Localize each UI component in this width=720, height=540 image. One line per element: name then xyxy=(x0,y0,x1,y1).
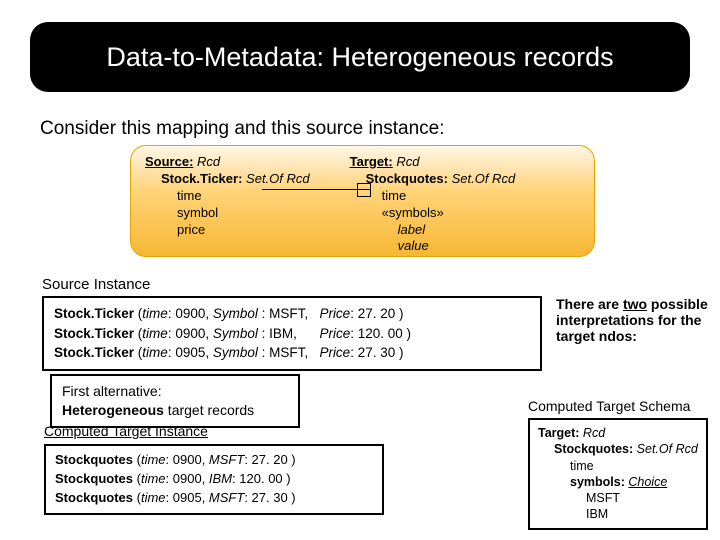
source-field: price xyxy=(145,222,310,239)
mapping-connector xyxy=(262,189,370,190)
source-child-label: Stock.Ticker: xyxy=(161,171,242,186)
ts-l4b: Choice xyxy=(628,475,667,489)
source-instance-row: Stock.Ticker (time: 0900, Symbol : MSFT,… xyxy=(54,304,530,324)
computed-target-schema-heading: Computed Target Schema xyxy=(528,398,690,414)
ts-l5: MSFT xyxy=(538,490,698,506)
target-schema: Target: Rcd Stockquotes: Set.Of Rcd time… xyxy=(350,154,516,255)
target-field-italic: value xyxy=(350,238,516,255)
ts-l3: time xyxy=(538,458,698,474)
source-child-type: Set.Of Rcd xyxy=(246,171,310,186)
target-child-type: Set.Of Rcd xyxy=(452,171,516,186)
ts-l6: IBM xyxy=(538,506,698,522)
target-field: time xyxy=(350,188,516,205)
target-type: Rcd xyxy=(396,154,419,169)
source-instance-row: Stock.Ticker (time: 0900, Symbol : IBM, … xyxy=(54,324,530,344)
target-field-bracket: «symbols» xyxy=(350,205,516,222)
first-alternative-box: First alternative: Heterogeneous target … xyxy=(50,374,300,428)
schema-mapping-box: Source: Rcd Stock.Ticker: Set.Of Rcd tim… xyxy=(130,145,595,257)
interpretation-note: There are two possible interpretations f… xyxy=(556,296,711,344)
first-alt-rest: target records xyxy=(164,402,254,418)
source-field: symbol xyxy=(145,205,310,222)
target-child-label: Stockquotes: xyxy=(366,171,448,186)
target-field-italic: label xyxy=(350,222,516,239)
target-label: Target: xyxy=(350,154,393,169)
first-alt-kw: Heterogeneous xyxy=(62,402,164,418)
source-instance-row: Stock.Ticker (time: 0905, Symbol : MSFT,… xyxy=(54,343,530,363)
target-instance-box: Stockquotes (time: 0900, MSFT: 27. 20 ) … xyxy=(44,444,384,515)
intro-text: Consider this mapping and this source in… xyxy=(40,118,445,140)
first-alt-line1: First alternative: xyxy=(62,382,288,401)
source-label: Source: xyxy=(145,154,193,169)
ts-l1b: Rcd xyxy=(583,426,605,440)
target-instance-row: Stockquotes (time: 0900, MSFT: 27. 20 ) xyxy=(55,451,373,470)
ts-l2b: Set.Of Rcd xyxy=(637,442,698,456)
ts-l2a: Stockquotes: xyxy=(554,442,633,456)
target-instance-row: Stockquotes (time: 0900, IBM: 120. 00 ) xyxy=(55,470,373,489)
source-instance-heading: Source Instance xyxy=(42,276,150,293)
source-field: time xyxy=(145,188,310,205)
target-instance-row: Stockquotes (time: 0905, MSFT: 27. 30 ) xyxy=(55,489,373,508)
source-type: Rcd xyxy=(197,154,220,169)
computed-target-instance-heading: Computed Target Instance xyxy=(44,423,208,439)
source-instance-box: Stock.Ticker (time: 0900, Symbol : MSFT,… xyxy=(42,296,542,371)
ts-l1a: Target: xyxy=(538,426,579,440)
target-schema-box: Target: Rcd Stockquotes: Set.Of Rcd time… xyxy=(528,418,708,530)
slide-title: Data-to-Metadata: Heterogeneous records xyxy=(30,22,690,92)
ts-l4a: symbols: xyxy=(570,475,625,489)
source-schema: Source: Rcd Stock.Ticker: Set.Of Rcd tim… xyxy=(145,154,310,255)
